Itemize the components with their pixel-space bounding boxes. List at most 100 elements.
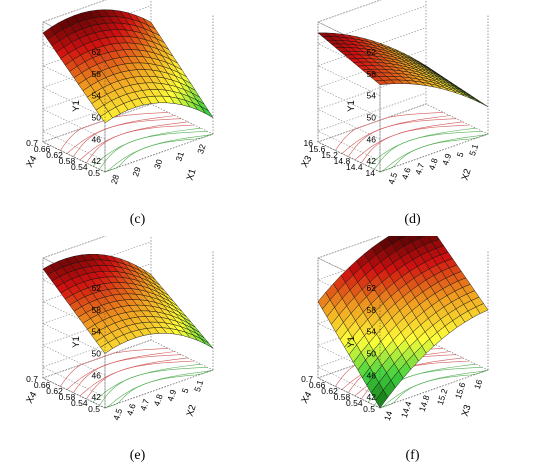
z-tick-label: 62 xyxy=(367,283,377,293)
y-axis-label: X4 xyxy=(299,390,314,406)
floor-contours-e xyxy=(60,348,214,409)
contour-line xyxy=(79,121,188,161)
contour-line xyxy=(367,127,476,167)
z-tick-label: 54 xyxy=(92,327,102,337)
contour-line xyxy=(104,369,214,409)
z-tick-label: 58 xyxy=(367,305,377,315)
surface-mesh-d xyxy=(317,32,489,107)
contour-line xyxy=(341,115,450,154)
y-tick-label: 0.7 xyxy=(26,374,38,384)
y-tick-label: 16 xyxy=(304,138,314,148)
z-tick-label: 50 xyxy=(367,349,377,359)
contour-line xyxy=(104,133,214,173)
z-axis-label: Y1 xyxy=(346,336,357,348)
y-tick-label: 0.7 xyxy=(26,138,38,148)
y-tick-label: 0.66 xyxy=(34,144,51,154)
contour-line xyxy=(79,357,188,397)
box-grid-d xyxy=(317,0,489,173)
z-tick-label: 42 xyxy=(92,392,102,402)
z-tick-label: 62 xyxy=(92,283,102,293)
x-tick-label: 4.9 xyxy=(165,388,178,403)
x-axis-label: X3 xyxy=(460,403,474,417)
x-axis-label: X1 xyxy=(185,167,199,181)
surface-svg-c: 42 46 50 54 58 62 28 29 30 31 32 0.50.540.580.620.6… xyxy=(24,0,214,185)
box-edge xyxy=(104,369,214,409)
panel-caption-f: (f) xyxy=(405,448,420,463)
panel-caption-e: (e) xyxy=(129,448,146,463)
box-edge xyxy=(42,141,106,173)
z-tick-label: 50 xyxy=(92,113,102,123)
z-axis-label: Y1 xyxy=(346,100,357,112)
x-tick-label: 30 xyxy=(152,158,165,170)
z-gridline xyxy=(317,27,427,96)
contour-line xyxy=(354,121,463,161)
y-tick-label: 14 xyxy=(366,168,376,178)
x-axis-label: X2 xyxy=(185,403,199,417)
contour-line xyxy=(66,351,175,390)
y-tick-label: 0.54 xyxy=(71,398,88,408)
x-tick-label: 4.7 xyxy=(413,161,426,176)
box-edges-c xyxy=(42,14,214,173)
contour-line xyxy=(66,115,175,154)
z-tick-label: 46 xyxy=(92,134,102,144)
x-tick-label: 32 xyxy=(195,143,208,155)
x-tick-label: 4.6 xyxy=(125,402,138,417)
x-tick-label: 29 xyxy=(130,165,143,177)
z-tick-label: 46 xyxy=(92,370,102,380)
z-gridline xyxy=(42,241,152,311)
x-tick-label: 16 xyxy=(472,378,485,390)
x-tick-label: 4.6 xyxy=(400,166,413,181)
surface-facet xyxy=(200,106,214,118)
y-tick-label: 0.5 xyxy=(363,404,375,414)
surface-facet xyxy=(200,338,214,349)
x-tick-label: 5.1 xyxy=(192,378,205,393)
y-tick-label: 0.58 xyxy=(334,392,351,402)
y-tick-label: 0.54 xyxy=(346,398,363,408)
z-axis-label: Y1 xyxy=(71,336,82,348)
x-tick-label: 4.8 xyxy=(152,393,165,408)
z-tick-label: 58 xyxy=(92,305,102,315)
floor-contours-d xyxy=(335,112,489,173)
contour-line xyxy=(379,369,489,409)
x-tick-label: 28 xyxy=(109,173,122,185)
surface-mesh-f xyxy=(317,236,489,409)
x-tick-label: 5 xyxy=(455,151,466,159)
floor-contours-c xyxy=(60,112,214,173)
x-tick-label: 14.4 xyxy=(399,400,414,419)
box-edges-f xyxy=(317,250,489,409)
x-tick-label: 31 xyxy=(174,150,187,162)
surface-facet xyxy=(475,99,489,107)
box-edge xyxy=(317,141,381,173)
surface-mesh-c xyxy=(42,9,214,124)
x-tick-label: 5 xyxy=(180,387,191,395)
y-tick-label: 15.2 xyxy=(321,150,338,160)
z-tick-label: 62 xyxy=(92,47,102,57)
y-tick-label: 15.6 xyxy=(309,144,326,154)
x-tick-label: 14 xyxy=(382,410,395,422)
z-tick-label: 42 xyxy=(92,156,102,166)
y-tick-label: 0.58 xyxy=(59,156,76,166)
z-tick-label: 58 xyxy=(92,69,102,79)
z-tick-label: 54 xyxy=(92,91,102,101)
y-tick-label: 0.54 xyxy=(71,162,88,172)
contour-line xyxy=(335,112,444,151)
surface-facet xyxy=(475,303,489,314)
z-tick-label: 50 xyxy=(367,113,377,123)
surface-plot-e: 42 46 50 54 58 62 4.5 4.6 4.7 4.8 4.9 5 5.1 0.5 0.54 0.… xyxy=(0,236,275,470)
contour-line xyxy=(60,348,169,387)
z-tick-label: 54 xyxy=(367,91,377,101)
y-tick-label: 14.4 xyxy=(346,162,363,172)
surface-plot-f: 42 46 50 54 58 62 14 14.4 14.8 15.2 15.6 16 0.5 0.54 0… xyxy=(275,236,550,470)
y-tick-label: 14.8 xyxy=(334,156,351,166)
x-tick-label: 5.1 xyxy=(467,142,480,157)
z-gridline xyxy=(317,5,427,75)
z-tick-label: 46 xyxy=(367,134,377,144)
y-tick-label: 0.66 xyxy=(34,380,51,390)
contour-line xyxy=(60,112,169,151)
box-wall xyxy=(317,0,427,143)
y-axis-label: X4 xyxy=(24,390,39,406)
z-tick-label: 54 xyxy=(367,327,377,337)
